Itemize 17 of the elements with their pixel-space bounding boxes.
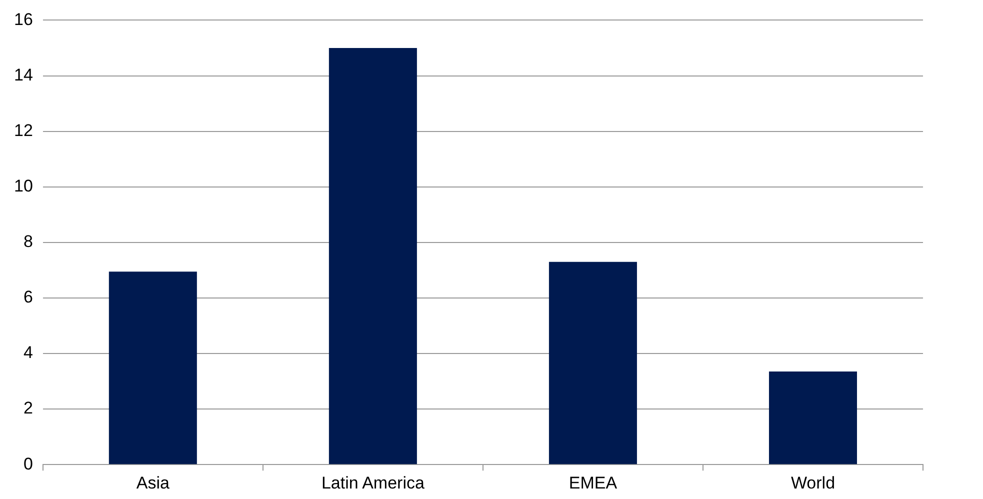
x-tick-label: World: [790, 473, 836, 492]
bar: [548, 262, 637, 464]
bar: [108, 272, 197, 464]
x-tick-label: Latin America: [321, 473, 425, 492]
x-tick-label: Asia: [136, 473, 170, 492]
y-tick-label: 6: [23, 288, 33, 307]
y-tick-label: 14: [14, 65, 33, 84]
y-tick-label: 0: [23, 454, 33, 474]
bar: [768, 372, 857, 464]
bar: [328, 48, 417, 464]
y-tick-label: 8: [23, 232, 33, 252]
y-tick-label: 2: [23, 398, 33, 418]
y-tick-label: 16: [14, 10, 33, 29]
x-tick-label: EMEA: [568, 473, 618, 492]
y-tick-label: 4: [23, 343, 33, 362]
y-tick-label: 10: [14, 176, 33, 196]
y-tick-label: 12: [14, 120, 33, 140]
